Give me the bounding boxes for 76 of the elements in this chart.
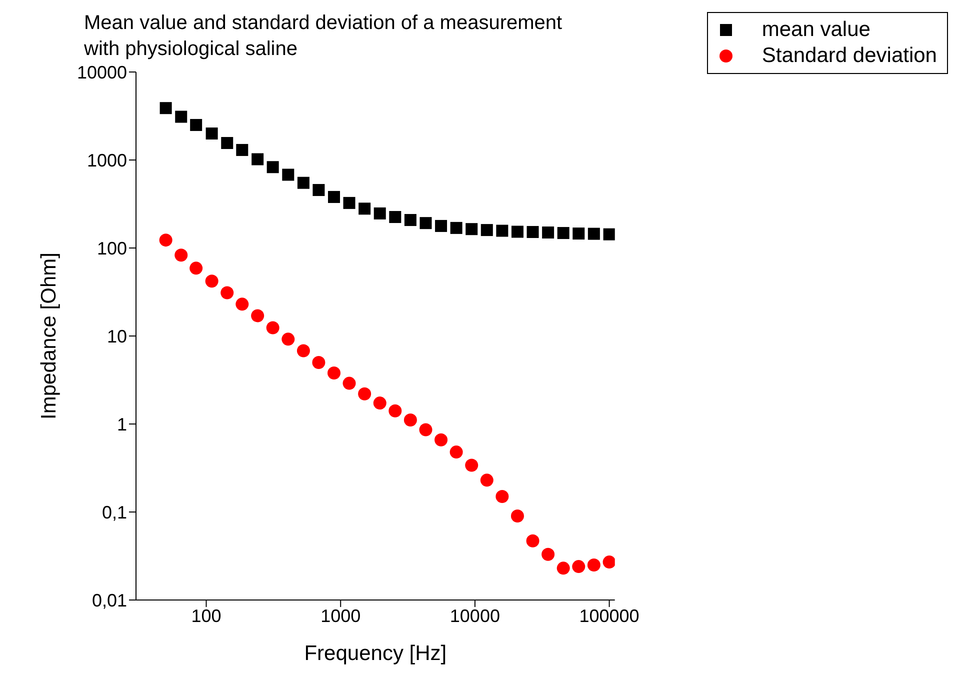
point xyxy=(404,414,417,427)
point xyxy=(220,286,234,300)
point xyxy=(206,128,218,140)
y-tick-label: 10 xyxy=(106,326,127,346)
point xyxy=(296,344,310,358)
point xyxy=(388,404,402,418)
point xyxy=(190,118,202,131)
point xyxy=(389,211,402,224)
point xyxy=(328,190,340,203)
point xyxy=(175,110,188,123)
y-axis-title: Impedance [Ohm] xyxy=(37,252,60,420)
point xyxy=(588,228,600,240)
point xyxy=(343,196,356,209)
point xyxy=(556,562,570,575)
point xyxy=(252,153,264,166)
point xyxy=(282,168,294,181)
point xyxy=(266,161,279,174)
point xyxy=(572,228,585,240)
legend-label: Standard deviation xyxy=(762,43,937,69)
point xyxy=(587,558,600,572)
point xyxy=(312,184,325,196)
x-axis-title: Frequency [Hz] xyxy=(304,642,447,665)
point xyxy=(557,227,570,240)
point xyxy=(174,248,188,262)
point xyxy=(496,490,509,504)
point xyxy=(221,137,234,150)
x-tick-label: 100 xyxy=(191,606,222,626)
point xyxy=(420,217,432,230)
y-tick-label: 0,01 xyxy=(92,590,127,610)
y-tick-label: 0,1 xyxy=(102,502,127,522)
point xyxy=(419,423,432,436)
point xyxy=(190,262,203,275)
x-tick-label: 10000 xyxy=(450,606,500,626)
point xyxy=(404,214,416,226)
y-tick-label: 100 xyxy=(96,238,127,258)
point xyxy=(435,220,448,232)
point xyxy=(434,433,448,446)
point xyxy=(236,144,248,156)
point xyxy=(312,356,326,369)
point xyxy=(297,176,310,189)
point xyxy=(327,366,340,380)
point xyxy=(266,321,280,334)
point xyxy=(480,474,494,487)
point xyxy=(526,226,539,238)
point xyxy=(159,234,172,247)
point xyxy=(205,274,218,288)
y-tick-label: 1000 xyxy=(86,150,127,170)
point xyxy=(282,332,295,346)
point xyxy=(465,458,478,472)
x-tick-label: 1000 xyxy=(320,606,361,626)
point xyxy=(450,222,462,234)
point xyxy=(542,226,554,239)
point xyxy=(510,510,524,523)
legend-label: mean value xyxy=(762,17,870,43)
point xyxy=(572,560,586,574)
point xyxy=(480,224,493,236)
x-tick-label: 100000 xyxy=(579,606,640,626)
point xyxy=(466,223,478,236)
point xyxy=(511,226,524,238)
point xyxy=(373,396,386,410)
y-tick-label: 10000 xyxy=(76,62,127,82)
point xyxy=(358,387,372,400)
point xyxy=(342,376,356,390)
point xyxy=(450,446,463,459)
point xyxy=(496,224,508,237)
point xyxy=(526,534,540,548)
point xyxy=(358,202,371,215)
point xyxy=(542,548,555,561)
point xyxy=(602,556,615,569)
point xyxy=(236,298,249,311)
point xyxy=(251,309,264,322)
point xyxy=(160,102,172,114)
y-tick-label: 1 xyxy=(116,414,127,434)
point xyxy=(603,228,615,240)
chart-title: Mean value and standard deviation of a measurement with physiological saline xyxy=(84,11,564,62)
point xyxy=(374,207,386,220)
